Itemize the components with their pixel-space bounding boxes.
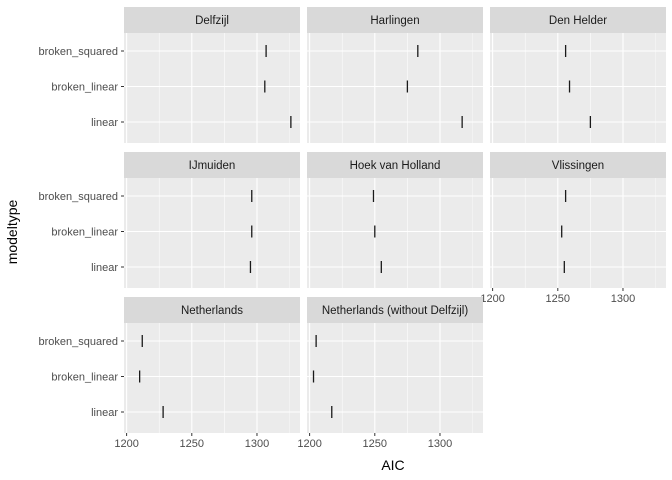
y-tick-label: broken_squared [38,336,118,348]
x-tick-label: 1250 [180,438,204,450]
facet-strip [124,7,300,33]
panel-background [490,178,666,288]
facet-netherlands: Netherlands broken_squared broken_linearli… [38,297,300,450]
facet-panels: Delfzijlbroken_squaredbroken_linearlinea… [38,7,666,450]
facet-strip [307,297,483,323]
facet-strip [307,7,483,33]
x-tick-label: 1250 [363,438,387,450]
y-tick-label: linear [91,407,118,419]
panel-background [307,33,483,143]
facet-strip-label: Delfzijl [195,15,229,27]
x-tick-label: 1300 [611,293,635,305]
panel-background [124,178,300,288]
facet-ijmuiden: IJmuiden broken_squared broken_linearlinea… [38,152,300,288]
y-tick-label: linear [91,117,118,129]
facet-delfzijl: Delfzijl broken_squared broken_linearlinea… [38,7,300,143]
y-tick-label: broken_linear [51,372,118,384]
facet-strip-label: Harlingen [370,15,419,27]
facet-strip-label: Netherlands [181,305,243,317]
facet-strip [124,297,300,323]
facet-strip-label: Netherlands (without Delfzijl) [322,305,469,317]
y-tick-label: broken_squared [38,46,118,58]
x-tick-label: 1200 [114,438,138,450]
panel-background [490,33,666,143]
panel-background [124,33,300,143]
x-axis-title: AIC [381,457,404,473]
facet-netherlands-without-delfzijl: Netherlands (without Delfzijl) 1200 1250 13… [297,297,483,450]
facet-strip-label: IJmuiden [189,160,236,172]
x-tick-label: 1200 [480,293,504,305]
x-tick-label: 1250 [546,293,570,305]
y-tick-label: broken_squared [38,191,118,203]
x-tick-label: 1300 [245,438,269,450]
y-tick-label: linear [91,262,118,274]
facet-strip-label: Hoek van Holland [350,160,441,172]
y-tick-label: broken_linear [51,227,118,239]
facet-strip-label: Vlissingen [552,160,604,172]
facet-den-helder: Den Helder [490,7,666,143]
y-axis-title: modeltype [4,199,20,264]
panel-background [307,178,483,288]
facet-strip [490,152,666,178]
facet-hoek-van-holland: Hoek van Holland [307,152,483,288]
facet-harlingen: Harlingen [307,7,483,143]
x-tick-label: 1200 [297,438,321,450]
facet-vlissingen: Vlissingen 1200 1250 1300 [480,152,666,305]
y-tick-label: broken_linear [51,82,118,94]
x-tick-label: 1300 [428,438,452,450]
facet-strip [490,7,666,33]
facet-strip-label: Den Helder [549,15,607,27]
facet-strip [124,152,300,178]
panel-background [307,323,483,433]
facet-strip [307,152,483,178]
panel-background [124,323,300,433]
